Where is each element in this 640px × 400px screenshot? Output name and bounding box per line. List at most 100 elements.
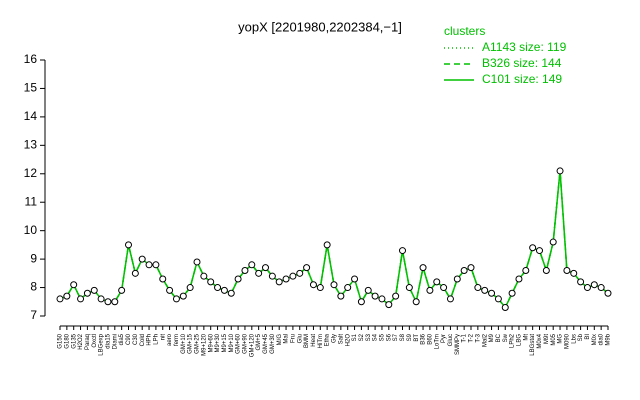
- legend-title: clusters: [444, 24, 485, 38]
- data-point: [536, 247, 543, 255]
- data-point: [104, 298, 112, 306]
- x-tick-label: Gly: [332, 334, 338, 343]
- legend-label: A1143 size: 119: [482, 40, 567, 54]
- x-tick-label: Pyr: [441, 334, 447, 343]
- data-point: [563, 266, 571, 274]
- x-tick-label: M090: [564, 333, 570, 349]
- x-tick-label: S9: [407, 333, 413, 341]
- data-point: [364, 286, 372, 294]
- x-tick-label: LPh2: [510, 333, 516, 348]
- x-tick-label: HPh: [147, 334, 153, 346]
- x-tick-label: GM+120: [249, 333, 255, 357]
- x-tick-label: M9+10: [229, 333, 235, 352]
- data-point: [494, 295, 502, 303]
- data-point: [145, 261, 153, 269]
- data-point: [467, 264, 475, 272]
- data-point: [597, 284, 605, 292]
- x-tick-label: S3: [366, 333, 372, 341]
- x-tick-label: BMM: [304, 334, 310, 348]
- data-point: [316, 284, 324, 292]
- x-tick-label: B36: [421, 333, 427, 344]
- data-point: [56, 295, 64, 303]
- x-tick-label: GM+30: [270, 333, 276, 354]
- x-tick-label: S8: [400, 333, 406, 341]
- data-point: [179, 292, 187, 300]
- data-point: [549, 238, 557, 246]
- data-point: [90, 286, 98, 294]
- data-point: [433, 278, 441, 286]
- data-point: [200, 272, 208, 280]
- x-tick-label: M9+15: [222, 333, 228, 352]
- data-point: [488, 289, 496, 297]
- data-point: [138, 255, 146, 263]
- data-point: [440, 284, 448, 292]
- data-point: [405, 284, 413, 292]
- data-point: [255, 269, 263, 277]
- data-point: [371, 292, 379, 300]
- x-tick-label: GM+15: [188, 333, 194, 354]
- y-tick-label: 8: [30, 280, 37, 294]
- data-point: [460, 266, 468, 274]
- x-tick-label: H2O2: [78, 333, 84, 349]
- y-tick-label: 7: [30, 308, 37, 322]
- x-tick-label: GM+10: [181, 333, 187, 354]
- x-tick-label: Sb: [578, 333, 584, 341]
- data-point: [77, 295, 85, 303]
- x-tick-label: Etha: [325, 333, 331, 346]
- y-tick-label: 11: [25, 194, 38, 208]
- x-tick-label: nit: [160, 334, 166, 341]
- x-tick-label: Lbs: [571, 334, 577, 344]
- data-point: [166, 286, 174, 294]
- data-point: [529, 244, 537, 252]
- data-point: [590, 281, 598, 289]
- x-tick-label: GM+45: [263, 333, 269, 354]
- x-tick-label: B60: [427, 333, 433, 344]
- x-tick-label: H2O: [345, 334, 351, 347]
- data-point: [63, 292, 71, 300]
- x-tick-label: M9+120: [201, 333, 207, 356]
- data-point: [323, 241, 331, 249]
- data-point: [446, 295, 454, 303]
- data-point: [159, 275, 167, 283]
- data-point: [412, 298, 420, 306]
- data-point: [296, 269, 304, 277]
- data-point: [474, 284, 482, 292]
- x-tick-label: S1: [352, 333, 358, 341]
- x-tick-label: S4: [373, 333, 379, 341]
- data-point: [234, 275, 242, 283]
- data-point: [172, 295, 180, 303]
- data-point: [501, 303, 509, 311]
- x-tick-label: T-1: [462, 333, 468, 342]
- x-tick-label: T-3: [475, 333, 481, 342]
- x-tick-label: Cold: [140, 334, 146, 346]
- x-tick-label: aero: [167, 333, 173, 346]
- x-tick-label: LBGstat: [530, 334, 536, 356]
- x-tick-label: BI: [585, 334, 591, 340]
- data-point: [282, 275, 290, 283]
- data-point: [542, 266, 550, 274]
- data-point: [399, 247, 406, 255]
- x-tick-label: BC: [496, 333, 502, 342]
- x-tick-label: C90: [126, 333, 132, 345]
- data-point: [289, 272, 297, 280]
- x-tick-label: Mal2: [482, 333, 488, 347]
- x-tick-label: dia0: [599, 333, 605, 345]
- data-point: [152, 261, 160, 269]
- data-point: [570, 269, 578, 277]
- x-tick-label: Sw: [503, 333, 509, 342]
- data-point: [193, 258, 201, 266]
- data-point: [392, 292, 400, 300]
- x-tick-label: G150: [58, 333, 64, 348]
- data-point: [419, 264, 427, 272]
- y-tick-label: 15: [24, 81, 38, 95]
- data-point: [125, 241, 132, 249]
- x-tick-label: M9+30: [215, 333, 221, 352]
- x-tick-label: Salt: [338, 334, 344, 345]
- data-point: [97, 295, 105, 303]
- x-tick-label: S5: [380, 333, 386, 341]
- data-point: [268, 272, 276, 280]
- x-tick-label: LPh: [153, 334, 159, 345]
- x-tick-label: M0x4: [537, 333, 543, 348]
- data-point: [70, 281, 78, 289]
